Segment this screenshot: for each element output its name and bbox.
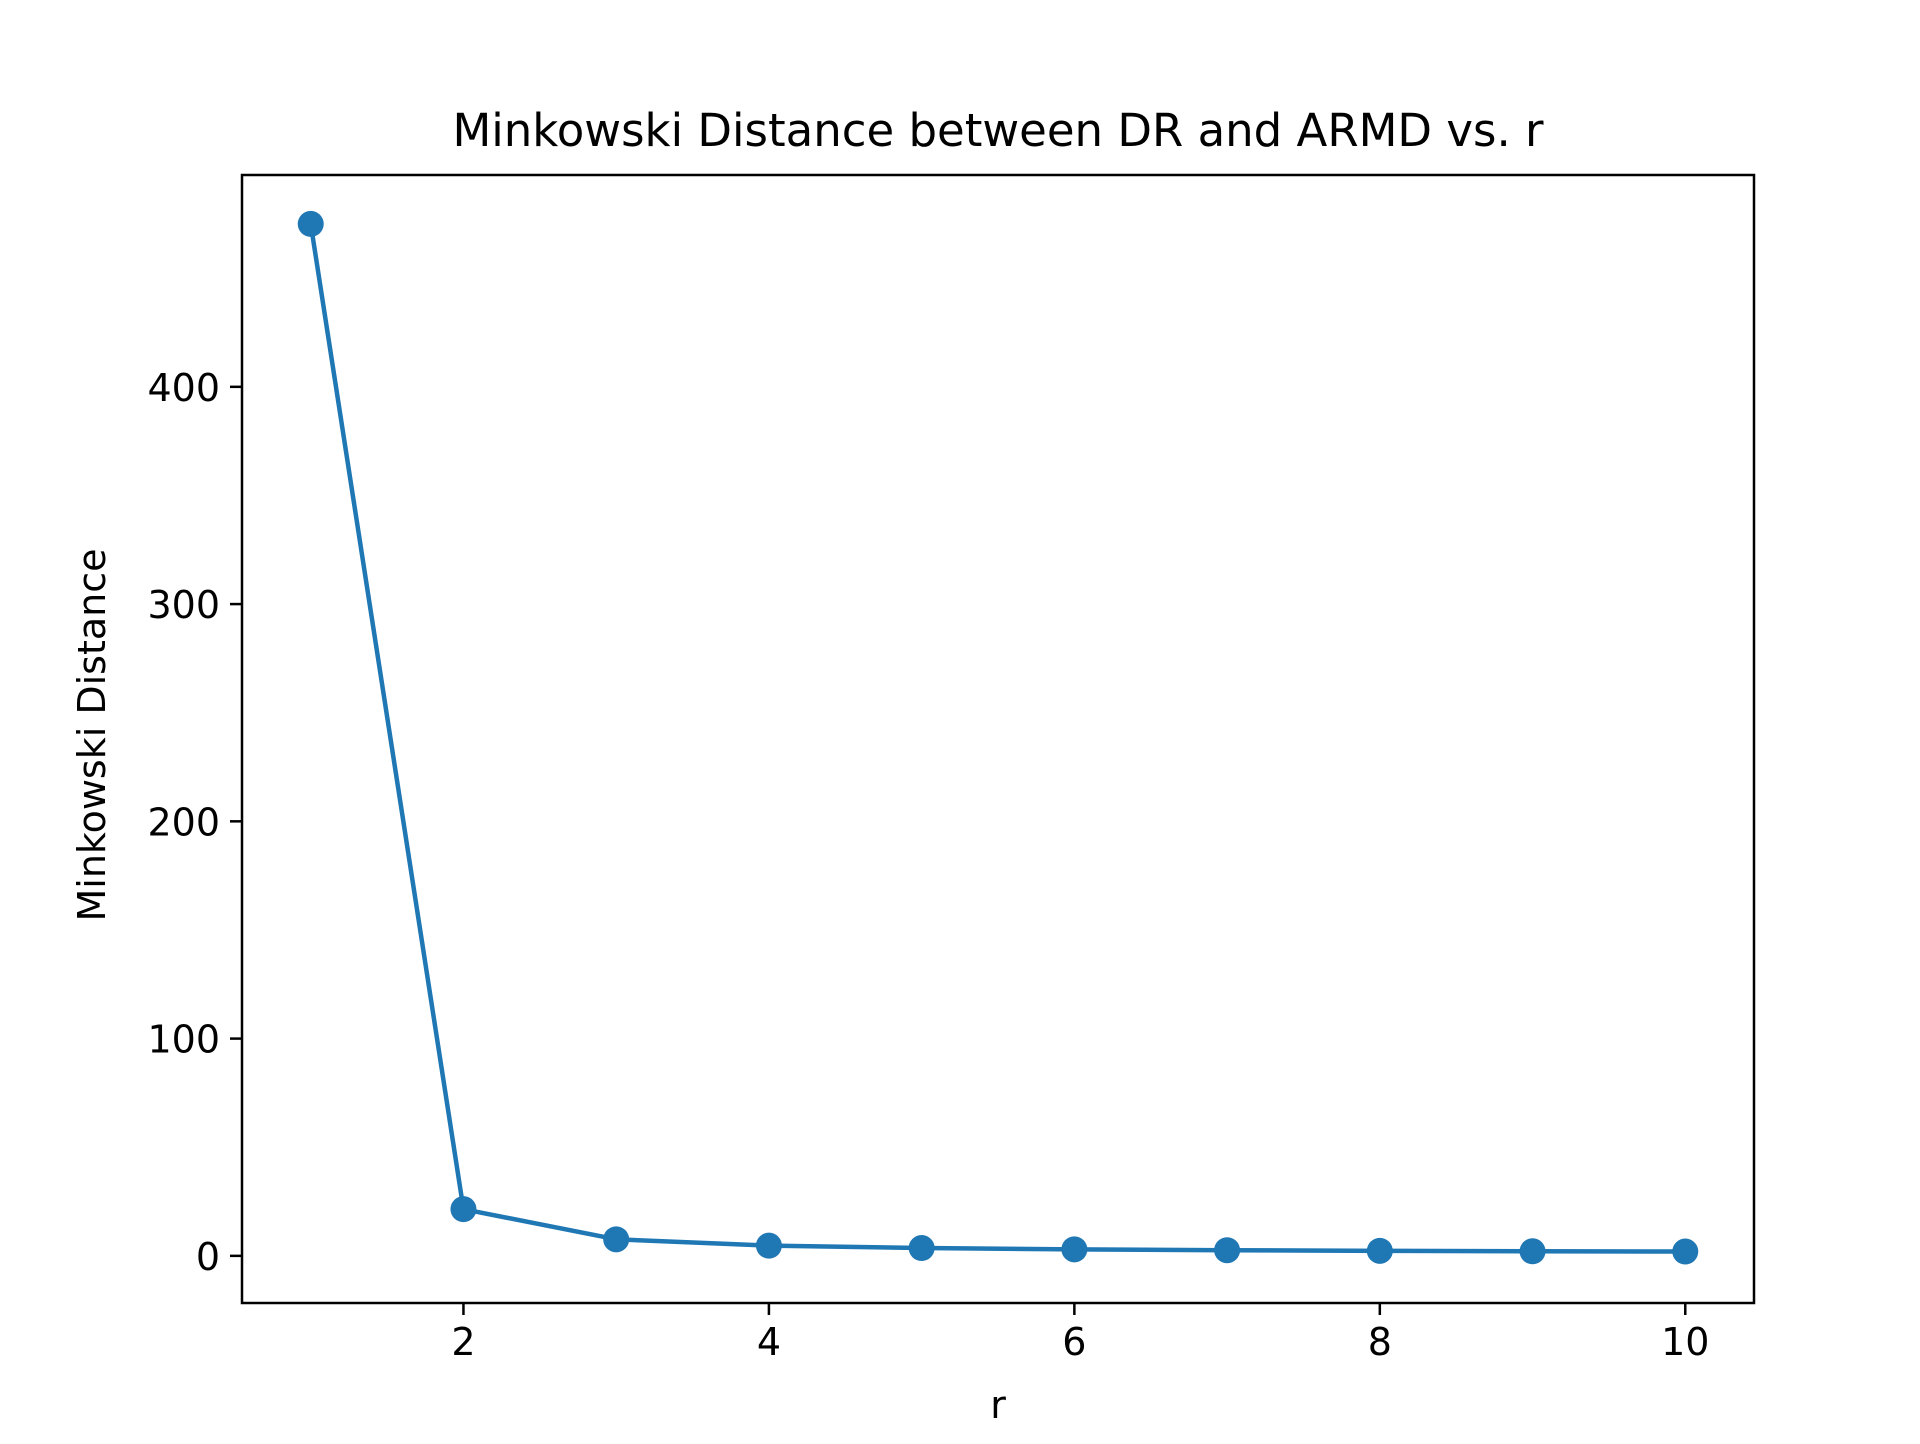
y-tick-label: 400 bbox=[147, 366, 220, 410]
data-point bbox=[1366, 1237, 1393, 1264]
series-layer bbox=[297, 210, 1699, 1265]
data-point bbox=[1214, 1237, 1241, 1264]
data-point bbox=[297, 210, 324, 237]
y-axis-label: Minkowski Distance bbox=[70, 548, 114, 921]
data-point bbox=[755, 1232, 782, 1259]
data-point bbox=[1519, 1238, 1546, 1265]
x-tick-label: 10 bbox=[1661, 1320, 1709, 1364]
y-axis-ticks: 0 100 200 300 400 bbox=[147, 366, 242, 1279]
data-point bbox=[450, 1196, 477, 1223]
x-tick-label: 8 bbox=[1368, 1320, 1392, 1364]
plot-area-frame bbox=[240, 173, 1756, 1305]
x-tick-label: 2 bbox=[451, 1320, 475, 1364]
series-line bbox=[308, 221, 1688, 1254]
x-axis-label: r bbox=[990, 1383, 1006, 1427]
y-tick-label: 100 bbox=[147, 1018, 220, 1062]
x-tick-label: 6 bbox=[1062, 1320, 1086, 1364]
data-point bbox=[1672, 1238, 1699, 1265]
x-axis-ticks: 2 4 6 8 10 bbox=[451, 1303, 1709, 1364]
data-point bbox=[1061, 1236, 1088, 1263]
chart-title: Minkowski Distance between DR and ARMD v… bbox=[452, 104, 1544, 157]
data-point bbox=[908, 1235, 935, 1262]
y-tick-label: 0 bbox=[196, 1235, 220, 1279]
x-tick-label: 4 bbox=[757, 1320, 781, 1364]
data-point bbox=[603, 1226, 630, 1253]
y-tick-label: 200 bbox=[147, 800, 220, 844]
y-tick-label: 300 bbox=[147, 583, 220, 627]
